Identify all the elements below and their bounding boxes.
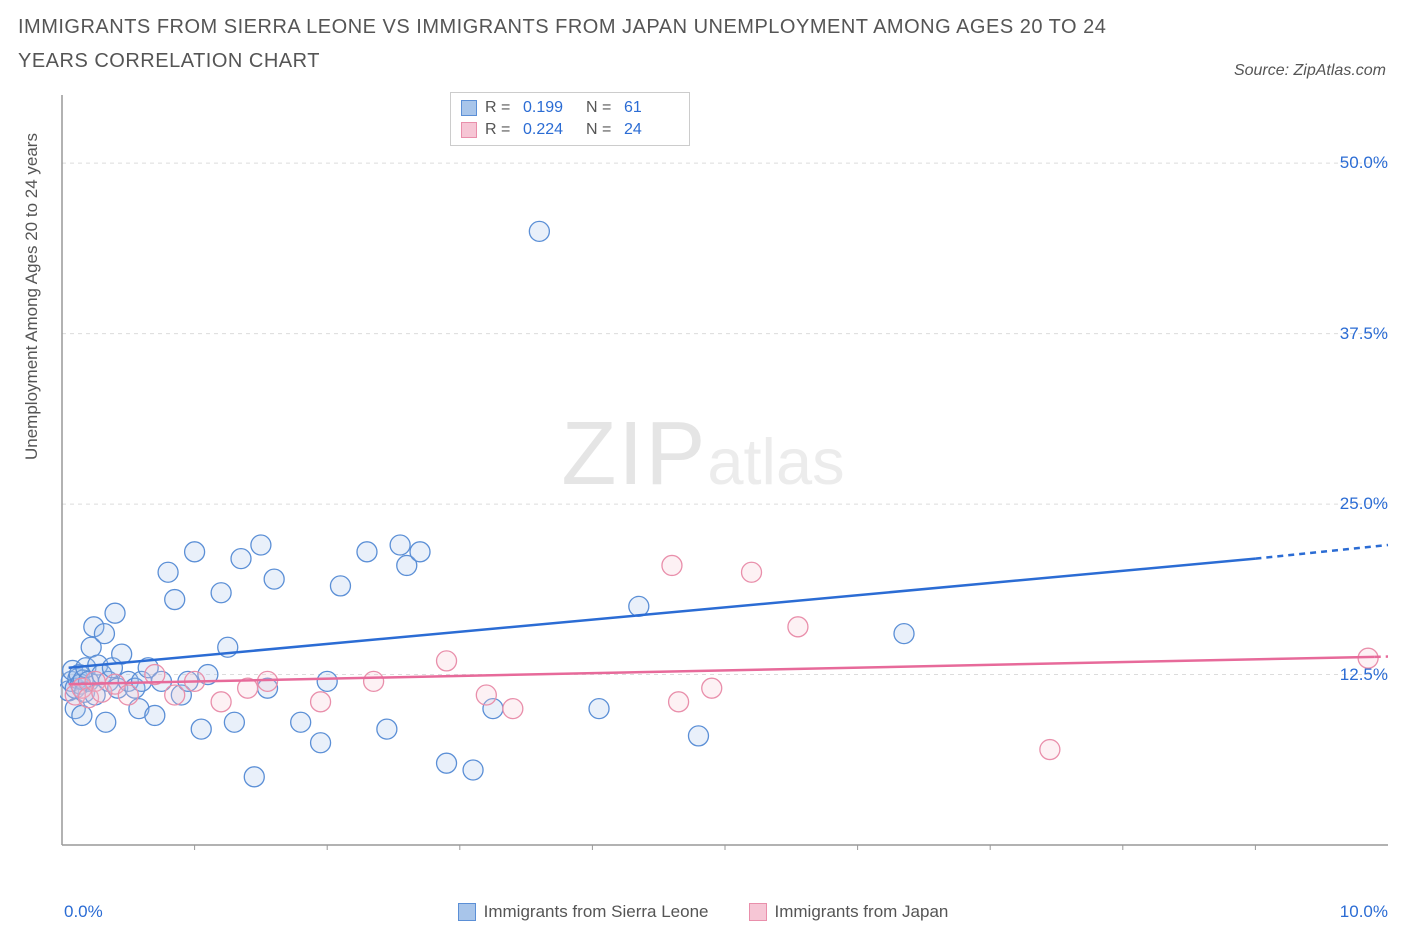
r-label: R = [485,99,515,117]
y-tick-label: 50.0% [1340,153,1388,173]
n-label: N = [586,121,616,139]
chart-title: IMMIGRANTS FROM SIERRA LEONE VS IMMIGRAN… [18,10,1118,78]
r-value-japan: 0.224 [523,121,578,139]
n-label: N = [586,99,616,117]
legend-label-japan: Immigrants from Japan [775,902,949,922]
y-tick-label: 12.5% [1340,665,1388,685]
legend-swatch-japan [749,903,767,921]
legend-item-japan: Immigrants from Japan [749,902,949,922]
series-legend: Immigrants from Sierra Leone Immigrants … [0,902,1406,922]
legend-item-sierra-leone: Immigrants from Sierra Leone [458,902,709,922]
swatch-japan [461,122,477,138]
plot-svg [60,90,1390,850]
stats-row-sierra-leone: R = 0.199 N = 61 [461,97,679,119]
y-tick-label: 37.5% [1340,324,1388,344]
r-value-sierra-leone: 0.199 [523,99,578,117]
n-value-sierra-leone: 61 [624,99,679,117]
r-label: R = [485,121,515,139]
stats-row-japan: R = 0.224 N = 24 [461,119,679,141]
n-value-japan: 24 [624,121,679,139]
legend-swatch-sierra-leone [458,903,476,921]
scatter-plot [60,90,1390,850]
legend-label-sierra-leone: Immigrants from Sierra Leone [484,902,709,922]
y-axis-label: Unemployment Among Ages 20 to 24 years [22,133,42,460]
stats-legend: R = 0.199 N = 61 R = 0.224 N = 24 [450,92,690,146]
swatch-sierra-leone [461,100,477,116]
y-tick-label: 25.0% [1340,494,1388,514]
source-attribution: Source: ZipAtlas.com [1234,62,1386,80]
